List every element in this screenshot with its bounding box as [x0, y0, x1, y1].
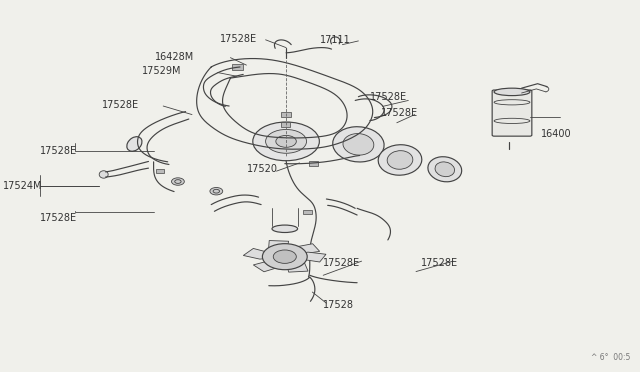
Ellipse shape: [387, 151, 413, 169]
FancyBboxPatch shape: [492, 90, 532, 136]
Text: 17528E: 17528E: [370, 93, 407, 102]
Ellipse shape: [378, 145, 422, 175]
Text: 17528E: 17528E: [381, 109, 418, 118]
Circle shape: [172, 178, 184, 185]
Polygon shape: [253, 257, 285, 272]
Text: 17529M: 17529M: [142, 67, 182, 76]
Text: ^ 6°  00:5: ^ 6° 00:5: [591, 353, 630, 362]
Polygon shape: [243, 248, 285, 259]
Ellipse shape: [343, 134, 374, 155]
Circle shape: [266, 129, 307, 153]
Text: 17528E: 17528E: [102, 100, 140, 110]
Text: 17520: 17520: [247, 164, 278, 174]
Polygon shape: [285, 252, 326, 262]
Text: 17528E: 17528E: [421, 259, 458, 268]
Bar: [232, 64, 243, 70]
Polygon shape: [285, 244, 320, 257]
Ellipse shape: [333, 127, 384, 162]
Circle shape: [262, 244, 307, 270]
Text: 17528: 17528: [323, 300, 354, 310]
Text: 17528E: 17528E: [40, 213, 77, 222]
Text: 17528E: 17528E: [220, 34, 257, 44]
Text: 17528E: 17528E: [40, 146, 77, 155]
Circle shape: [276, 135, 296, 147]
Circle shape: [273, 250, 296, 263]
Polygon shape: [285, 257, 308, 272]
Ellipse shape: [428, 157, 461, 182]
Ellipse shape: [435, 162, 454, 177]
Bar: [303, 210, 312, 214]
Text: 16400: 16400: [541, 129, 572, 139]
Text: 17111: 17111: [320, 35, 351, 45]
Circle shape: [210, 187, 223, 195]
Polygon shape: [269, 241, 289, 257]
Text: 16428M: 16428M: [155, 52, 194, 62]
Text: 17528E: 17528E: [323, 259, 360, 268]
Text: 17524M: 17524M: [3, 181, 43, 191]
Ellipse shape: [494, 88, 530, 96]
Circle shape: [253, 122, 319, 161]
Bar: [309, 161, 318, 166]
Bar: [281, 112, 291, 117]
Ellipse shape: [99, 171, 108, 178]
Bar: [156, 169, 164, 173]
Ellipse shape: [127, 137, 142, 151]
Bar: [281, 122, 290, 127]
Ellipse shape: [272, 225, 298, 232]
